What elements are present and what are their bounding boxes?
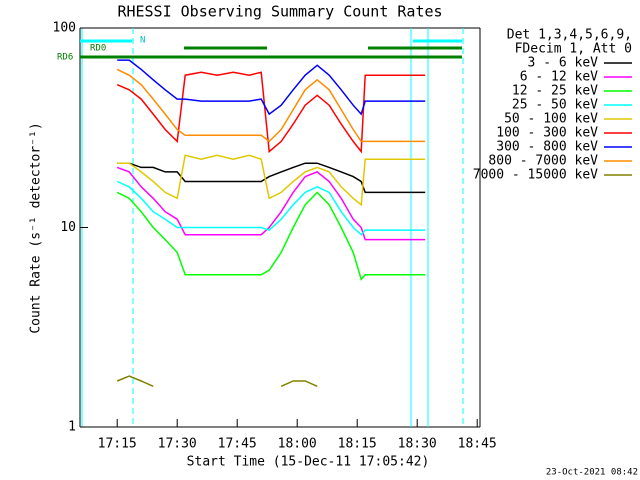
legend-label: 7000 - 15000 keV — [473, 168, 598, 183]
attenuator-markers — [80, 28, 464, 427]
series-line — [117, 162, 426, 194]
annotation: RD0 — [90, 44, 106, 54]
y-tick-label: 10 — [60, 220, 76, 235]
legend-label: 6 - 12 keV — [520, 70, 598, 85]
y-axis-label: Count Rate (s⁻¹ detector⁻¹) — [29, 122, 44, 333]
series-line — [117, 59, 426, 116]
legend-label: 25 - 50 keV — [512, 98, 598, 113]
series-line — [116, 68, 426, 143]
legend-title: Det 1,3,4,5,6,9, — [507, 28, 632, 43]
legend-label: 800 - 7000 keV — [488, 154, 598, 169]
series-line — [116, 166, 426, 241]
x-tick-label: 18:15 — [338, 437, 377, 452]
series-line — [116, 180, 426, 236]
timestamp: 23-Oct-2021 08:42 — [546, 468, 638, 478]
legend-label: 100 - 300 keV — [496, 126, 598, 141]
x-tick-label: 18:45 — [458, 437, 497, 452]
legend-label: 12 - 25 keV — [512, 84, 598, 99]
legend-label: 3 - 6 keV — [528, 56, 599, 71]
x-tick-label: 17:45 — [218, 437, 257, 452]
x-tick-label: 17:15 — [98, 437, 137, 452]
legend-label: 300 - 800 keV — [496, 140, 598, 155]
series-line — [117, 154, 426, 207]
y-tick-label: 1 — [68, 420, 76, 435]
x-axis-label: Start Time (15-Dec-11 17:05:42) — [187, 455, 430, 470]
legend-label: 50 - 100 keV — [504, 112, 598, 127]
series-line — [116, 191, 426, 281]
x-tick-label: 18:30 — [398, 437, 437, 452]
x-tick-label: 18:00 — [278, 437, 317, 452]
series-line — [116, 71, 426, 154]
series-line — [116, 375, 318, 387]
annotation: N — [140, 36, 145, 46]
y-tick-label: 100 — [53, 21, 76, 36]
x-tick-label: 17:30 — [158, 437, 197, 452]
annotation: RD6 — [57, 53, 73, 63]
chart-title: RHESSI Observing Summary Count Rates — [117, 3, 442, 21]
legend-title: FDecim 1, Att 0 — [515, 42, 632, 57]
